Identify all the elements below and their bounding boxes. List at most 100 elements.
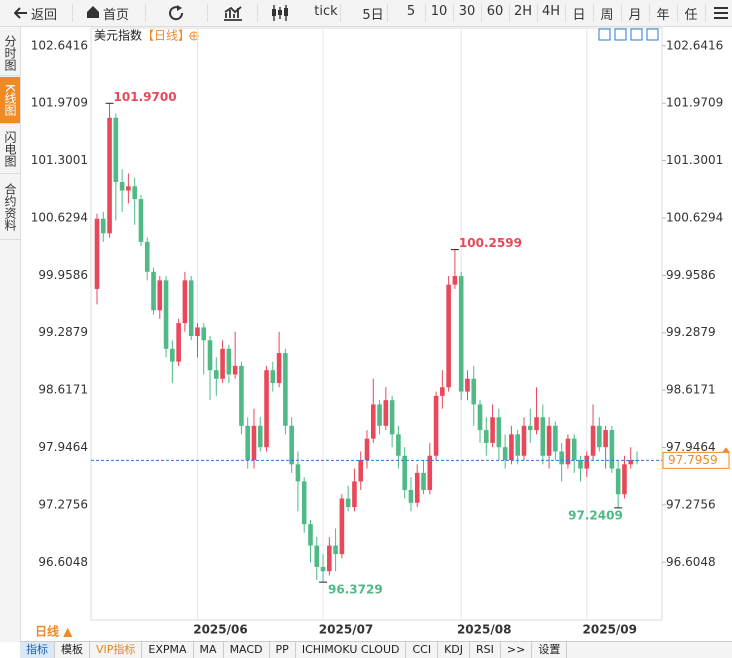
period-button[interactable]: 2H xyxy=(513,4,533,19)
candle-body xyxy=(239,365,244,426)
indicator-tab[interactable]: 设置 xyxy=(532,642,568,658)
indicator-tab[interactable]: CCI xyxy=(406,642,439,658)
indicator-tab[interactable]: 指标 xyxy=(20,642,55,658)
separator xyxy=(677,4,678,22)
candle-body xyxy=(144,241,150,272)
candle-body xyxy=(565,438,571,465)
x-tick-label: 2025/07 xyxy=(319,623,373,637)
home-button[interactable]: 首页 xyxy=(102,8,130,23)
candle-body xyxy=(170,348,175,362)
indicator-tab[interactable]: RSI xyxy=(470,642,501,658)
indicator-tab[interactable]: MACD xyxy=(224,642,270,658)
y-tick-label-left: 98.6171 xyxy=(38,383,88,397)
chart-period: 【日线】 xyxy=(142,29,190,43)
period-button[interactable]: 月 xyxy=(628,8,642,23)
y-tick-label-left: 102.6416 xyxy=(31,38,88,52)
candle-body xyxy=(383,400,389,426)
indicator-tab[interactable]: KDJ xyxy=(438,642,471,658)
candle-body xyxy=(333,545,338,555)
indicator-tab[interactable]: ICHIMOKU CLOUD xyxy=(296,642,407,658)
candle-body xyxy=(100,218,106,234)
indicator-tab[interactable]: EXPMA xyxy=(142,642,194,658)
candle-body xyxy=(433,395,439,456)
y-tick-label-left: 99.2879 xyxy=(38,325,88,339)
menu-icon[interactable] xyxy=(713,5,729,21)
period-button[interactable]: 60 xyxy=(486,4,504,19)
extreme-label: 96.3729 xyxy=(328,583,383,597)
indicator-tab[interactable]: PP xyxy=(270,642,296,658)
candle-body xyxy=(622,464,627,495)
candle-body xyxy=(345,498,351,508)
y-tick-label-right: 99.9586 xyxy=(666,268,716,282)
candle-body xyxy=(534,417,539,431)
candle-body xyxy=(471,378,477,405)
y-tick-label-right: 97.9464 xyxy=(666,440,716,454)
period-button[interactable]: 任 xyxy=(684,8,698,23)
separator xyxy=(649,4,650,22)
candle-body xyxy=(553,425,558,452)
plot-frame xyxy=(90,27,663,621)
period-button[interactable]: 年 xyxy=(656,8,670,23)
candle-body xyxy=(559,451,564,465)
candle-body xyxy=(276,353,282,384)
candle-body xyxy=(327,545,332,572)
x-tick-label: 2025/08 xyxy=(457,623,511,637)
candle-body xyxy=(214,370,219,379)
separator xyxy=(565,4,566,22)
separator xyxy=(593,4,594,22)
candle-body xyxy=(113,117,119,182)
extreme-label: 100.2599 xyxy=(459,236,522,250)
indicator-tab[interactable]: >> xyxy=(501,642,533,658)
side-tab[interactable]: 合约资料 xyxy=(0,175,20,240)
candle-body xyxy=(289,425,294,465)
side-tab[interactable]: 闪电图 xyxy=(0,125,20,174)
candle-body xyxy=(414,472,420,503)
zoom-icons[interactable] xyxy=(598,28,659,41)
side-tab[interactable]: 分时图 xyxy=(0,30,20,76)
chart-icon[interactable] xyxy=(223,5,243,21)
add-icon-plus xyxy=(191,33,197,39)
period-button[interactable]: 5 xyxy=(406,4,416,19)
y-tick-label-left: 101.3001 xyxy=(31,153,88,167)
candle-body xyxy=(195,327,200,336)
candle-body xyxy=(138,199,144,242)
indicator-tab[interactable]: MA xyxy=(194,642,224,658)
candle-body xyxy=(440,387,445,396)
last-price-label: 97.7959 xyxy=(668,453,718,467)
candle-body xyxy=(490,417,495,443)
y-tick-label-right: 96.6048 xyxy=(666,555,716,569)
candle-body xyxy=(465,378,470,392)
period-button[interactable]: 4H xyxy=(541,4,561,19)
period-button[interactable]: 30 xyxy=(458,4,476,19)
candle-body xyxy=(314,545,320,567)
add-icon[interactable] xyxy=(189,31,199,41)
back-icon xyxy=(14,7,27,19)
separator xyxy=(509,4,510,22)
period-button[interactable]: 10 xyxy=(430,4,448,19)
y-tick-label-left: 97.9464 xyxy=(38,440,88,454)
candle-body xyxy=(132,186,137,200)
y-tick-label-right: 101.3001 xyxy=(666,153,723,167)
period-button[interactable]: 5日 xyxy=(362,8,384,23)
side-tabs: 分时图 K线图 闪电图 合约资料 xyxy=(0,27,21,642)
candle-body xyxy=(609,430,615,469)
y-tick-label-right: 102.6416 xyxy=(666,38,723,52)
candle-body xyxy=(182,280,188,324)
candle-body xyxy=(188,280,194,336)
refresh-icon[interactable] xyxy=(168,5,186,21)
back-button[interactable]: 返回 xyxy=(30,8,58,23)
candle-body xyxy=(207,340,213,371)
candle-body xyxy=(126,186,131,191)
period-button[interactable]: 日 xyxy=(572,8,586,23)
home-icon xyxy=(87,6,99,18)
indicator-tab[interactable]: VIP指标 xyxy=(90,642,143,658)
period-select[interactable]: 日线 ▲ xyxy=(35,624,73,639)
period-button[interactable]: 周 xyxy=(600,8,614,23)
y-tick-label-right: 100.6294 xyxy=(666,210,723,224)
candle-body xyxy=(584,455,590,469)
separator xyxy=(705,4,706,22)
candle-icon[interactable] xyxy=(270,4,290,22)
period-button[interactable]: tick xyxy=(314,4,338,19)
side-tab-active[interactable]: K线图 xyxy=(0,77,20,124)
indicator-tab[interactable]: 模板 xyxy=(55,642,90,658)
